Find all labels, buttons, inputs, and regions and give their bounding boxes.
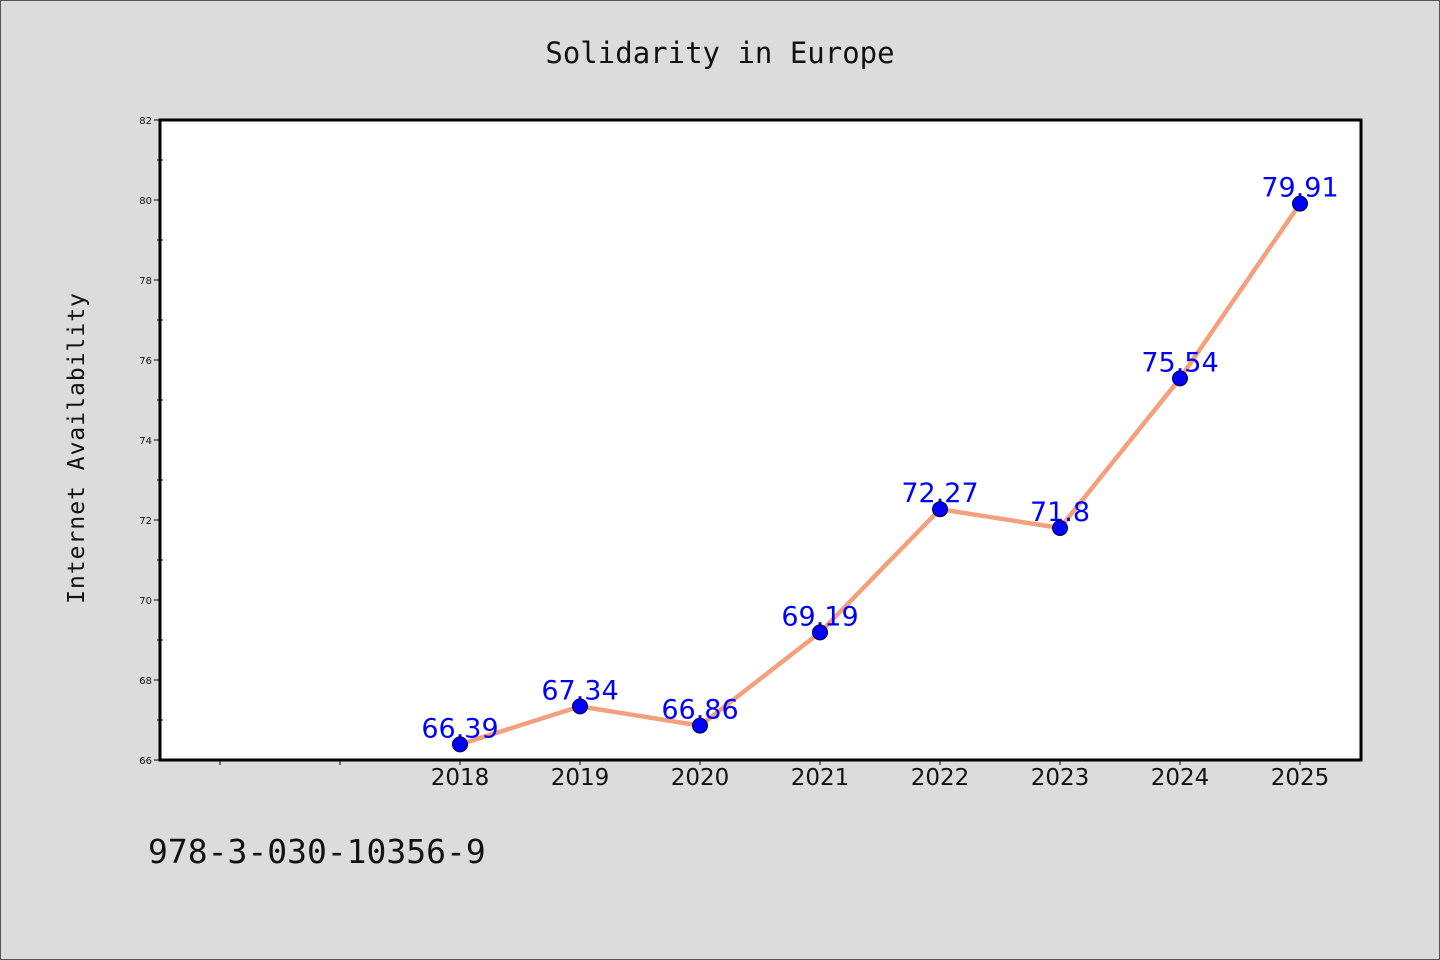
- x-tick-label: 2022: [911, 765, 970, 791]
- plot-area: [158, 118, 1363, 762]
- data-point: [1172, 370, 1188, 387]
- x-tick-label: 2018: [431, 765, 490, 791]
- series-line: [457, 201, 1303, 747]
- data-point: [812, 624, 828, 641]
- x-tick-label: 2020: [671, 765, 730, 791]
- data-point: [692, 717, 708, 734]
- y-axis-label: Internet Availability: [64, 292, 90, 604]
- x-tick-label: 2024: [1151, 765, 1210, 791]
- y-tick-label: 82: [139, 116, 152, 127]
- x-axis: 2018 2019 2020 2021 2022 2023 2024 2025: [219, 760, 1330, 791]
- data-point: [932, 501, 948, 518]
- y-tick-label: 66: [139, 756, 152, 767]
- series-layer: [457, 201, 1303, 747]
- markers-layer: [452, 195, 1308, 753]
- y-tick-label: 72: [139, 516, 152, 527]
- x-tick-label: 2021: [791, 765, 850, 791]
- y-tick-label: 70: [139, 596, 152, 607]
- y-tick-label: 76: [139, 356, 152, 367]
- data-point: [452, 736, 468, 753]
- x-tick-label: 2025: [1271, 765, 1330, 791]
- data-point: [1292, 195, 1308, 212]
- y-axis: 66 68 70 72 74 76 78 80 82: [139, 116, 163, 767]
- y-tick-label: 78: [139, 276, 152, 287]
- footer-identifier: 978-3-030-10356-9: [148, 832, 486, 871]
- data-point: [1052, 520, 1068, 536]
- y-tick-label: 80: [139, 196, 152, 207]
- x-tick-label: 2019: [551, 765, 610, 791]
- y-tick-label: 74: [139, 436, 152, 447]
- x-tick-label: 2023: [1031, 765, 1090, 791]
- data-point: [572, 698, 588, 715]
- y-tick-label: 68: [139, 676, 152, 687]
- chart-title: Solidarity in Europe: [545, 36, 894, 70]
